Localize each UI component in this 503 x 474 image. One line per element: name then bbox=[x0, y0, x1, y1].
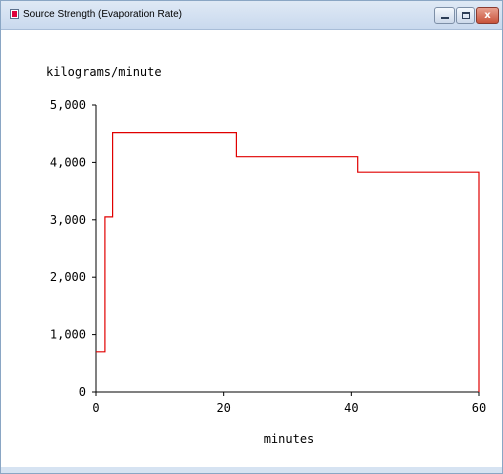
maximize-button[interactable] bbox=[456, 7, 475, 24]
y-tick-label: 0 bbox=[79, 385, 86, 399]
x-axis-label: minutes bbox=[264, 432, 315, 446]
window-bottom-border bbox=[1, 467, 502, 473]
y-tick-label: 3,000 bbox=[50, 213, 86, 227]
close-icon: x bbox=[484, 10, 491, 21]
minimize-button[interactable] bbox=[434, 7, 455, 24]
evaporation-rate-line bbox=[96, 131, 480, 392]
y-tick-label: 5,000 bbox=[50, 98, 86, 112]
evaporation-rate-chart: kilograms/minute minutes 0 1,000 2,000 3,00… bbox=[46, 65, 486, 446]
x-tick-label: 20 bbox=[216, 401, 230, 415]
x-tick-label: 40 bbox=[344, 401, 358, 415]
chart-axes bbox=[95, 105, 479, 393]
close-button[interactable]: x bbox=[476, 7, 499, 24]
y-tick-label: 4,000 bbox=[50, 155, 86, 169]
maximize-icon bbox=[462, 12, 470, 19]
chart-ticks: 0 1,000 2,000 3,000 4,000 5,000 0 20 40 60 bbox=[50, 98, 486, 415]
x-tick-label: 60 bbox=[472, 401, 486, 415]
chart-series bbox=[96, 131, 480, 392]
y-axis-label: kilograms/minute bbox=[46, 65, 162, 79]
y-tick-label: 2,000 bbox=[50, 270, 86, 284]
chart-panel: kilograms/minute minutes 0 1,000 2,000 3,00… bbox=[1, 30, 502, 473]
app-icon[interactable] bbox=[10, 9, 19, 19]
y-tick-label: 1,000 bbox=[50, 328, 86, 342]
x-tick-label: 0 bbox=[92, 401, 99, 415]
title-bar[interactable]: Source Strength (Evaporation Rate) x bbox=[1, 1, 502, 30]
window-title: Source Strength (Evaporation Rate) bbox=[23, 9, 182, 20]
minimize-icon bbox=[441, 17, 449, 19]
